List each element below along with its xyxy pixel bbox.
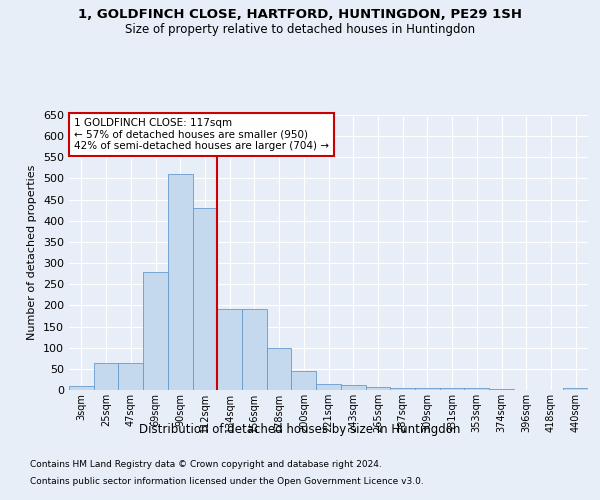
Bar	[292, 370, 316, 390]
Text: Size of property relative to detached houses in Huntingdon: Size of property relative to detached ho…	[125, 22, 475, 36]
Bar	[217, 309, 242, 390]
Bar	[242, 309, 267, 390]
Text: 1, GOLDFINCH CLOSE, HARTFORD, HUNTINGDON, PE29 1SH: 1, GOLDFINCH CLOSE, HARTFORD, HUNTINGDON…	[78, 8, 522, 20]
Bar	[390, 388, 415, 390]
Text: Contains HM Land Registry data © Crown copyright and database right 2024.: Contains HM Land Registry data © Crown c…	[30, 460, 382, 469]
Bar	[316, 384, 341, 390]
Bar	[118, 362, 143, 390]
Bar	[143, 272, 168, 390]
Text: 1 GOLDFINCH CLOSE: 117sqm
← 57% of detached houses are smaller (950)
42% of semi: 1 GOLDFINCH CLOSE: 117sqm ← 57% of detac…	[74, 118, 329, 151]
Bar	[341, 385, 365, 390]
Bar	[193, 208, 217, 390]
Bar	[69, 386, 94, 390]
Bar	[415, 388, 440, 390]
Text: Contains public sector information licensed under the Open Government Licence v3: Contains public sector information licen…	[30, 477, 424, 486]
Bar	[168, 174, 193, 390]
Bar	[365, 386, 390, 390]
Text: Distribution of detached houses by size in Huntingdon: Distribution of detached houses by size …	[139, 422, 461, 436]
Bar	[563, 388, 588, 390]
Bar	[94, 362, 118, 390]
Bar	[440, 388, 464, 390]
Bar	[464, 388, 489, 390]
Y-axis label: Number of detached properties: Number of detached properties	[28, 165, 37, 340]
Bar	[267, 348, 292, 390]
Bar	[489, 389, 514, 390]
